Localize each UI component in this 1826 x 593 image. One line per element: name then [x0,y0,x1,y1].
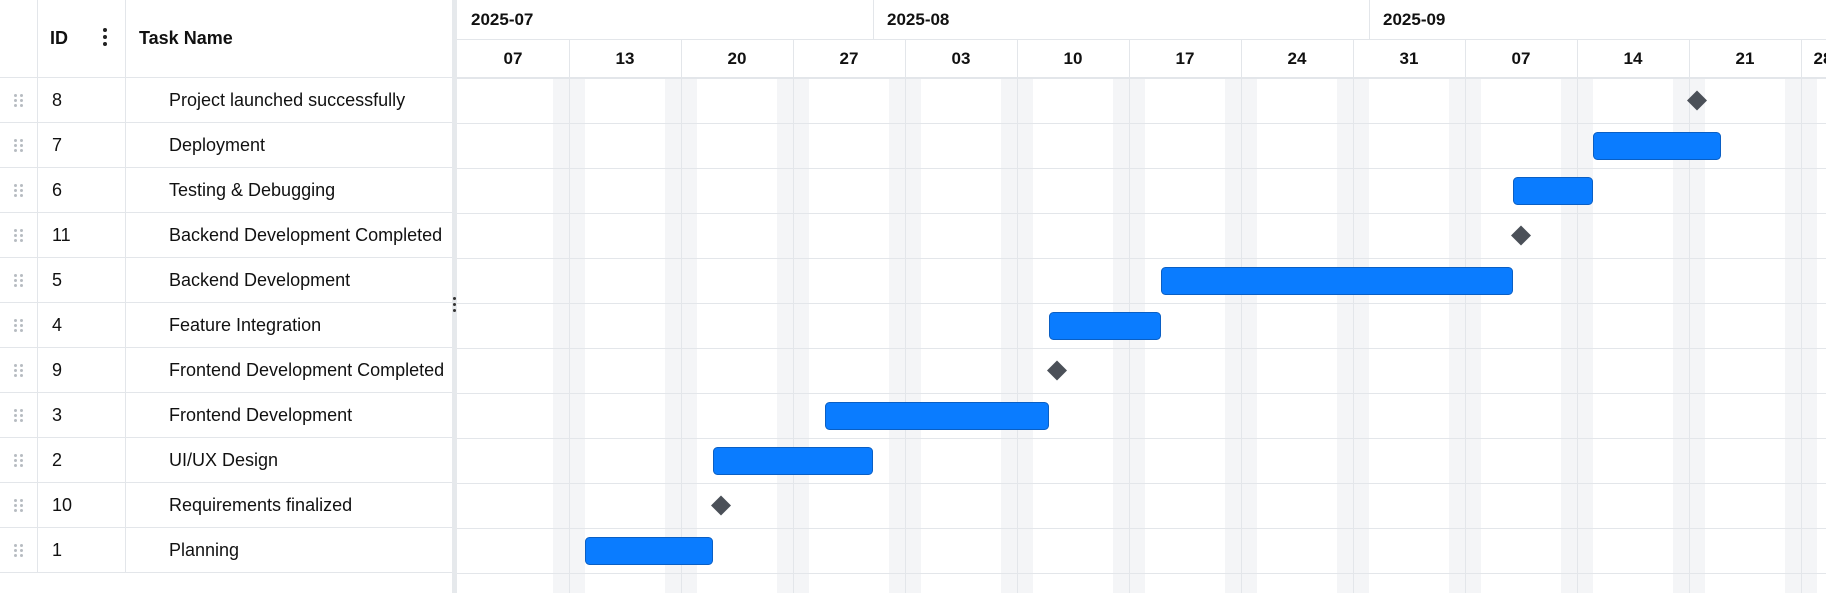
week-label: 14 [1624,49,1643,68]
splitter-grip-icon[interactable] [452,297,457,317]
task-id-cell: 11 [38,213,126,257]
task-id-cell: 10 [38,483,126,527]
drag-handle-icon[interactable] [0,483,38,527]
week-label: 20 [728,49,747,68]
table-row[interactable]: 11 Backend Development Completed [0,213,452,258]
task-name-cell[interactable]: UI/UX Design [169,449,279,470]
drag-handle-icon[interactable] [0,78,38,122]
drag-column-header [0,0,38,77]
week-label: 07 [1512,49,1531,68]
drag-handle-icon[interactable] [0,348,38,392]
task-id-cell: 2 [38,438,126,482]
task-bar[interactable] [713,447,873,475]
milestone-marker[interactable] [1047,360,1067,381]
week-label: 07 [504,49,523,68]
task-id-cell: 4 [38,303,126,347]
task-bar[interactable] [1593,132,1721,160]
week-label: 28 [1814,49,1826,68]
drag-handle-icon[interactable] [0,528,38,572]
drag-handle-icon[interactable] [0,303,38,347]
drag-handle-icon[interactable] [0,123,38,167]
task-name-cell[interactable]: Project launched successfully [169,89,406,110]
task-name-cell[interactable]: Frontend Development Completed [169,359,445,380]
table-row[interactable]: 2 UI/UX Design [0,438,452,483]
table-row[interactable]: 6 Testing & Debugging [0,168,452,213]
table-row[interactable]: 10 Requirements finalized [0,483,452,528]
table-row[interactable]: 4 Feature Integration [0,303,452,348]
drag-handle-icon[interactable] [0,168,38,212]
task-id-cell: 6 [38,168,126,212]
drag-handle-icon[interactable] [0,213,38,257]
drag-handle-icon[interactable] [0,438,38,482]
table-row[interactable]: 3 Frontend Development [0,393,452,438]
task-name-cell[interactable]: Testing & Debugging [169,179,336,200]
task-id-cell: 5 [38,258,126,302]
task-bar[interactable] [1513,177,1593,205]
id-column-header[interactable]: ID [38,0,126,77]
week-label: 31 [1400,49,1419,68]
month-label: 2025-09 [1383,10,1445,29]
week-label: 17 [1176,49,1195,68]
table-row[interactable]: 1 Planning [0,528,452,573]
task-name-cell[interactable]: Frontend Development [169,404,353,425]
task-name-column-header[interactable]: Task Name [126,0,452,77]
gantt-timeline: 2025-07 2025-08 2025-09 07 13 20 27 03 10 17 24 31 0… [457,0,1826,593]
drag-handle-icon[interactable] [0,393,38,437]
task-bar[interactable] [585,537,713,565]
task-name-cell[interactable]: Backend Development Completed [169,224,443,245]
week-label: 27 [840,49,859,68]
task-name-cell[interactable]: Deployment [169,134,266,155]
month-label: 2025-08 [887,10,949,29]
task-bar[interactable] [1049,312,1161,340]
week-label: 21 [1736,49,1755,68]
grid-header: ID Task Name [0,0,452,78]
id-column-label: ID [50,28,68,48]
task-bar[interactable] [1161,267,1513,295]
milestone-marker[interactable] [1687,90,1707,111]
task-id-cell: 8 [38,78,126,122]
task-name-cell[interactable]: Feature Integration [169,314,322,335]
milestone-marker[interactable] [1511,225,1531,246]
week-label: 24 [1288,49,1307,68]
week-label: 03 [952,49,971,68]
task-name-column-label: Task Name [139,28,233,48]
task-id-cell: 9 [38,348,126,392]
drag-handle-icon[interactable] [0,258,38,302]
week-label: 10 [1064,49,1083,68]
week-label: 13 [616,49,635,68]
table-row[interactable]: 8 Project launched successfully [0,78,452,123]
panel-splitter[interactable] [452,0,457,593]
task-grid: ID Task Name 8 Project launched successfu… [0,0,452,593]
task-id-cell: 7 [38,123,126,167]
table-row[interactable]: 9 Frontend Development Completed [0,348,452,393]
task-name-cell[interactable]: Planning [169,539,240,560]
month-label: 2025-07 [471,10,533,29]
table-row[interactable]: 7 Deployment [0,123,452,168]
task-id-cell: 3 [38,393,126,437]
milestone-marker[interactable] [711,495,731,516]
task-id-cell: 1 [38,528,126,572]
table-row[interactable]: 5 Backend Development [0,258,452,303]
task-name-cell[interactable]: Requirements finalized [169,494,353,515]
task-bar[interactable] [825,402,1049,430]
gantt-chart-svg: 2025-07 2025-08 2025-09 07 13 20 27 03 10 17 24 31 0… [457,0,1826,593]
column-menu-icon[interactable] [98,26,112,50]
task-name-cell[interactable]: Backend Development [169,269,351,290]
